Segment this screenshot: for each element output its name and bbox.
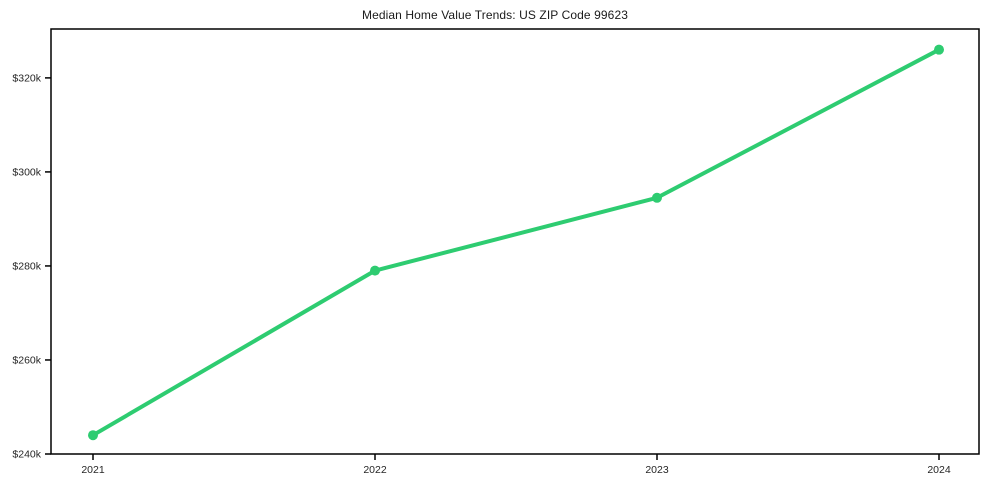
chart-title: Median Home Value Trends: US ZIP Code 99… (361, 8, 628, 22)
x-tick-label: 2024 (927, 464, 951, 476)
y-tick-label: $300k (12, 166, 41, 178)
plot-border (50, 28, 980, 455)
y-tick-label: $320k (12, 72, 41, 84)
data-point-marker (934, 44, 944, 55)
x-tick-label: 2023 (645, 464, 669, 476)
x-tick-label: 2022 (363, 464, 387, 476)
data-point-marker (652, 192, 662, 203)
y-tick-label: $280k (12, 260, 41, 272)
y-tick-label: $240k (12, 449, 41, 461)
data-line (91, 47, 941, 438)
x-tick-label: 2021 (81, 464, 105, 476)
data-point-marker (88, 430, 98, 441)
y-tick-label: $260k (12, 354, 41, 366)
data-point-marker (370, 265, 380, 276)
